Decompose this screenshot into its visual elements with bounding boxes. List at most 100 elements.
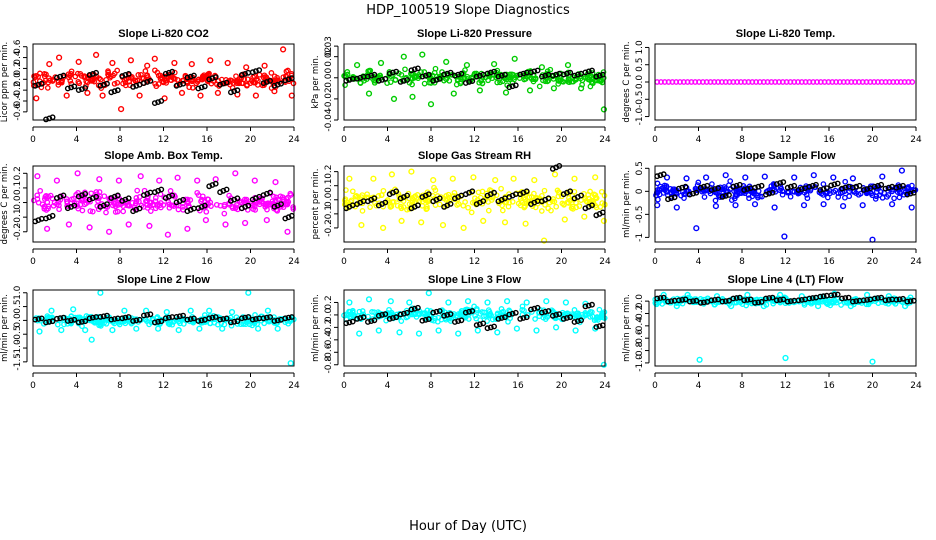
hourly-point (231, 318, 238, 325)
hourly-point (209, 314, 216, 321)
data-point (571, 175, 578, 182)
noise-point (233, 73, 239, 80)
data-point (491, 60, 498, 68)
hourly-point (726, 297, 732, 304)
y-axis-label: ml/min per min. (0, 294, 10, 362)
data-point (564, 61, 572, 69)
hourly-point (506, 84, 513, 91)
y-tick-label: 0.03 (324, 36, 334, 56)
noise-point (115, 318, 122, 325)
noise-point (532, 316, 538, 322)
hourly-point (534, 304, 541, 311)
panel-7: Slope Line 2 Flow 0 4 8 12 16 20 24 -1.5-1.0-0.5… (0, 274, 300, 391)
data-point (117, 105, 125, 113)
data-point (663, 174, 671, 181)
hourly-point (158, 98, 165, 104)
data-point (133, 325, 140, 332)
hourly-point (227, 319, 234, 326)
hourly-point (466, 79, 472, 85)
noise-point (194, 189, 201, 196)
x-tick-label: 16 (512, 381, 524, 391)
data-point (510, 175, 517, 182)
noise-point (358, 194, 365, 200)
noise-point (565, 78, 572, 85)
x-tick-label: 12 (469, 135, 480, 145)
hourly-point (878, 181, 885, 188)
series-main (36, 289, 294, 367)
hourly-point (564, 315, 570, 321)
data-point (92, 51, 100, 59)
noise-point (114, 79, 121, 86)
hourly-point (671, 194, 678, 201)
noise-point (592, 192, 599, 198)
hourly-point (817, 293, 824, 300)
figure-xlabel: Hour of Day (UTC) (409, 519, 527, 534)
hourly-point (864, 296, 870, 303)
hourly-point (553, 71, 559, 78)
x-axis (32, 372, 295, 377)
data-point (202, 217, 210, 224)
hourly-point (217, 81, 224, 88)
hourly-point (784, 298, 791, 305)
hourly-point (752, 299, 758, 306)
noise-point (378, 192, 385, 198)
noise-point (375, 193, 382, 199)
noise-point (409, 75, 415, 81)
hourly-point (726, 192, 732, 198)
noise-point (485, 77, 491, 84)
hourly-point (693, 297, 700, 304)
hourly-point (773, 181, 780, 187)
noise-point (528, 198, 535, 205)
data-point (136, 92, 143, 99)
noise-point (547, 66, 554, 73)
data-point (377, 59, 385, 67)
hourly-point (379, 77, 385, 83)
noise-point (360, 311, 367, 318)
data-point (543, 298, 550, 305)
hourly-point (462, 309, 469, 316)
hourly-point (542, 72, 549, 79)
data-point (187, 307, 194, 314)
data-point (470, 174, 477, 181)
noise-point (51, 199, 58, 206)
y-axis-label: ml/min per min. (311, 294, 321, 362)
hourly-point (763, 191, 769, 198)
data-point (562, 299, 570, 306)
noise-point (819, 298, 826, 305)
hourly-point (256, 67, 263, 74)
hourly-point (364, 319, 371, 325)
noise-point (120, 203, 127, 209)
plot-frame (343, 43, 606, 121)
data-point (683, 175, 690, 182)
hourly-point (223, 186, 230, 193)
noise-point (160, 202, 167, 208)
data-point (287, 360, 294, 367)
hourly-point (567, 188, 574, 195)
data-point (531, 177, 538, 184)
noise-point (229, 205, 236, 211)
hourly-point (512, 309, 519, 316)
noise-point (451, 189, 458, 196)
noise-point (462, 67, 468, 73)
noise-point (387, 204, 394, 210)
noise-point (44, 195, 50, 201)
noise-point (367, 67, 374, 74)
data-point (885, 293, 892, 300)
noise-point (154, 203, 161, 209)
noise-point (221, 203, 228, 210)
noise-point (349, 188, 356, 195)
y-axis (334, 45, 339, 121)
noise-point (820, 181, 827, 187)
data-point (550, 85, 558, 92)
y-axis-label: Licor ppm per min. (0, 42, 10, 123)
data-point (380, 224, 387, 232)
noise-point (94, 203, 101, 209)
hourly-point (593, 324, 600, 330)
hourly-point (845, 294, 852, 301)
y-axis-label: ml/min per min. (622, 294, 632, 362)
hourly-point (386, 315, 393, 322)
hourly-point (278, 201, 284, 208)
hourly-point (195, 318, 202, 324)
noise-point (89, 208, 96, 215)
hourly-point (910, 297, 917, 304)
